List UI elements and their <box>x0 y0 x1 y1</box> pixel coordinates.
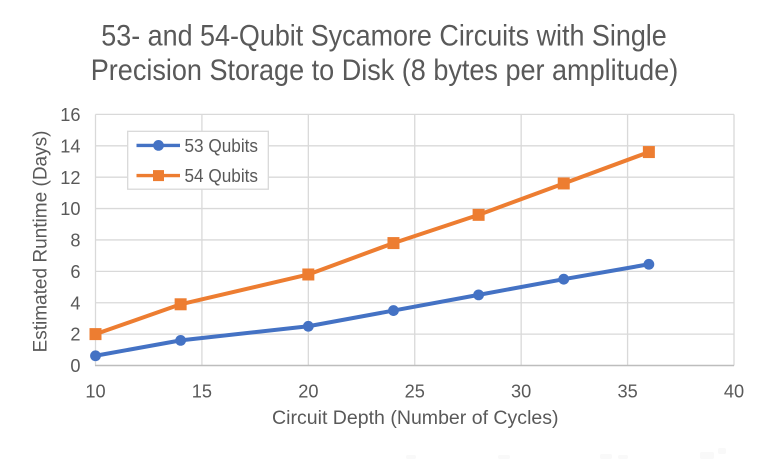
svg-text:54 Qubits: 54 Qubits <box>185 166 259 186</box>
svg-text:0: 0 <box>70 356 80 376</box>
svg-text:30: 30 <box>511 382 531 402</box>
svg-text:25: 25 <box>405 382 425 402</box>
svg-text:12: 12 <box>60 168 80 188</box>
svg-text:10: 10 <box>85 382 105 402</box>
svg-text:4: 4 <box>70 293 80 313</box>
svg-text:40: 40 <box>724 382 744 402</box>
svg-text:Estimated Runtime (Days): Estimated Runtime (Days) <box>31 131 52 353</box>
svg-text:8: 8 <box>70 231 80 251</box>
svg-text:53 Qubits: 53 Qubits <box>185 136 259 156</box>
svg-text:35: 35 <box>617 382 637 402</box>
svg-text:14: 14 <box>60 136 80 156</box>
svg-text:2: 2 <box>70 325 80 345</box>
svg-text:15: 15 <box>192 382 212 402</box>
svg-text:6: 6 <box>70 262 80 282</box>
svg-text:Circuit Depth (Number of Cycle: Circuit Depth (Number of Cycles) <box>272 408 559 429</box>
svg-text:10: 10 <box>60 199 80 219</box>
svg-text:20: 20 <box>298 382 318 402</box>
svg-text:16: 16 <box>60 105 80 125</box>
svg-text:Precision Storage to Disk (8 b: Precision Storage to Disk (8 bytes per a… <box>91 54 679 87</box>
svg-text:53- and 54-Qubit Sycamore Circ: 53- and 54-Qubit Sycamore Circuits with … <box>101 19 667 52</box>
